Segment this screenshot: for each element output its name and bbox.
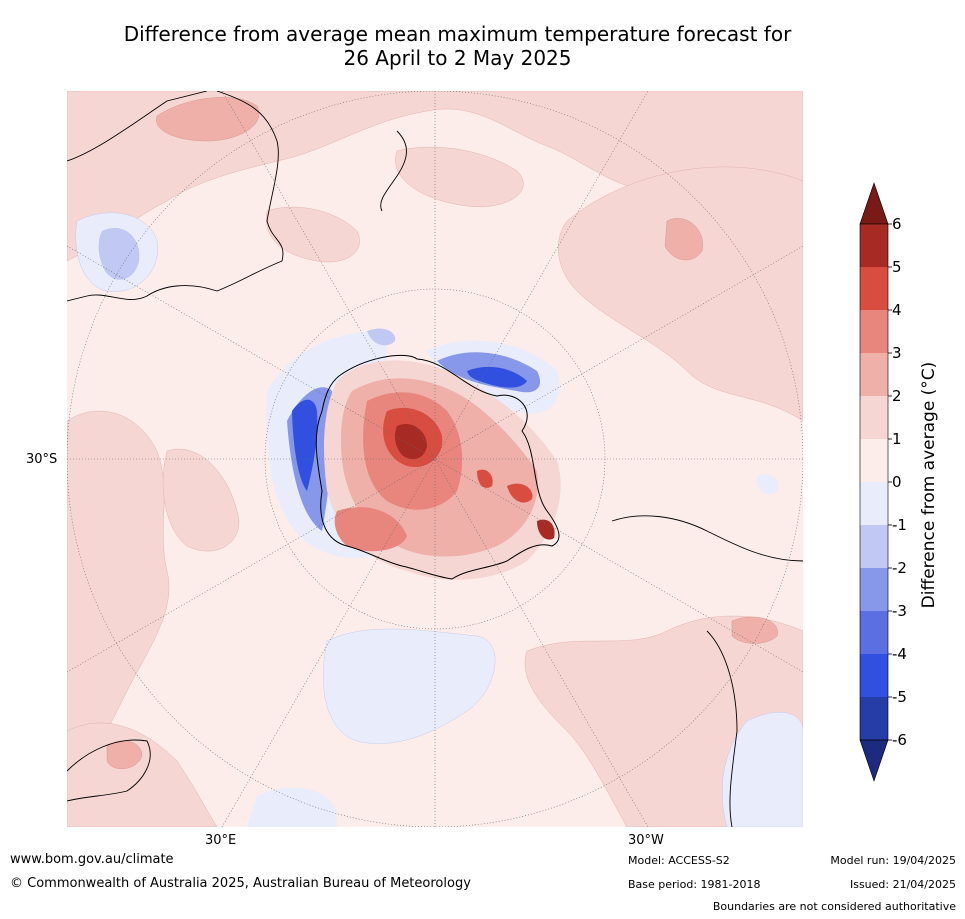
anomaly-2-3-regions bbox=[106, 97, 778, 769]
title-line-1: Difference from average mean maximum tem… bbox=[123, 22, 792, 46]
colorbar-ticks: 6 5 4 3 2 1 0 -1 -2 -3 -4 -5 -6 bbox=[888, 215, 907, 749]
colorbar-swatch bbox=[860, 525, 888, 568]
footer-disclaimer: Boundaries are not considered authoritat… bbox=[712, 900, 956, 913]
footer-issued: Issued: 21/04/2025 bbox=[849, 878, 956, 891]
colorbar-swatch bbox=[860, 654, 888, 697]
colorbar-tick-label: -2 bbox=[892, 559, 907, 577]
graticule bbox=[67, 91, 803, 827]
map-title: Difference from average mean maximum tem… bbox=[60, 22, 855, 70]
colorbar-extend-bottom bbox=[859, 739, 889, 782]
colorbar-tick-label: 4 bbox=[892, 301, 902, 319]
footer-base-period: Base period: 1981-2018 bbox=[628, 878, 761, 891]
temperature-anomaly-map bbox=[67, 91, 803, 827]
antarctica-coastline bbox=[315, 354, 560, 580]
colorbar-swatches bbox=[859, 182, 889, 782]
colorbar-swatch bbox=[860, 396, 888, 439]
footer-model-run: Model run: 19/04/2025 bbox=[830, 854, 956, 867]
colorbar-tick-label: -6 bbox=[892, 731, 907, 749]
colorbar: 6 5 4 3 2 1 0 -1 -2 -3 -4 -5 -6 Difference from aver… bbox=[859, 182, 939, 782]
title-line-2: 26 April to 2 May 2025 bbox=[343, 46, 572, 70]
colorbar-tick-label: 5 bbox=[892, 258, 902, 276]
lon-label-30w: 30°W bbox=[628, 833, 664, 848]
colorbar-swatch bbox=[860, 439, 888, 482]
colorbar-tick-label: 1 bbox=[892, 430, 902, 448]
colorbar-tick-label: 6 bbox=[892, 215, 902, 233]
colorbar-tick-label: -4 bbox=[892, 645, 907, 663]
footer-copyright: © Commonwealth of Australia 2025, Austra… bbox=[10, 876, 471, 891]
colorbar-swatch bbox=[860, 353, 888, 396]
colorbar-tick-label: 3 bbox=[892, 344, 902, 362]
colorbar-tick-label: -5 bbox=[892, 688, 907, 706]
colorbar-tick-label: -3 bbox=[892, 602, 907, 620]
footer-model: Model: ACCESS-S2 bbox=[628, 854, 730, 867]
colorbar-swatch bbox=[860, 224, 888, 267]
colorbar-tick-label: -1 bbox=[892, 516, 907, 534]
colorbar-swatch bbox=[860, 482, 888, 525]
colorbar-swatch bbox=[860, 568, 888, 611]
colorbar-swatch bbox=[860, 267, 888, 310]
colorbar-label: Difference from average (°C) bbox=[919, 362, 939, 609]
lat-label-30s: 30°S bbox=[26, 452, 58, 467]
colorbar-swatch bbox=[860, 611, 888, 654]
antarctic-positive-anomalies bbox=[324, 360, 561, 580]
anomaly-negative-regions bbox=[75, 212, 803, 827]
colorbar-tick-label: 2 bbox=[892, 387, 902, 405]
footer-url[interactable]: www.bom.gov.au/climate bbox=[10, 852, 174, 867]
lon-label-30e: 30°E bbox=[205, 833, 237, 848]
colorbar-swatch bbox=[860, 310, 888, 353]
colorbar-tick-label: 0 bbox=[892, 473, 902, 491]
continent-coastlines bbox=[67, 91, 803, 827]
colorbar-extend-top bbox=[859, 182, 889, 225]
colorbar-swatch bbox=[860, 697, 888, 740]
